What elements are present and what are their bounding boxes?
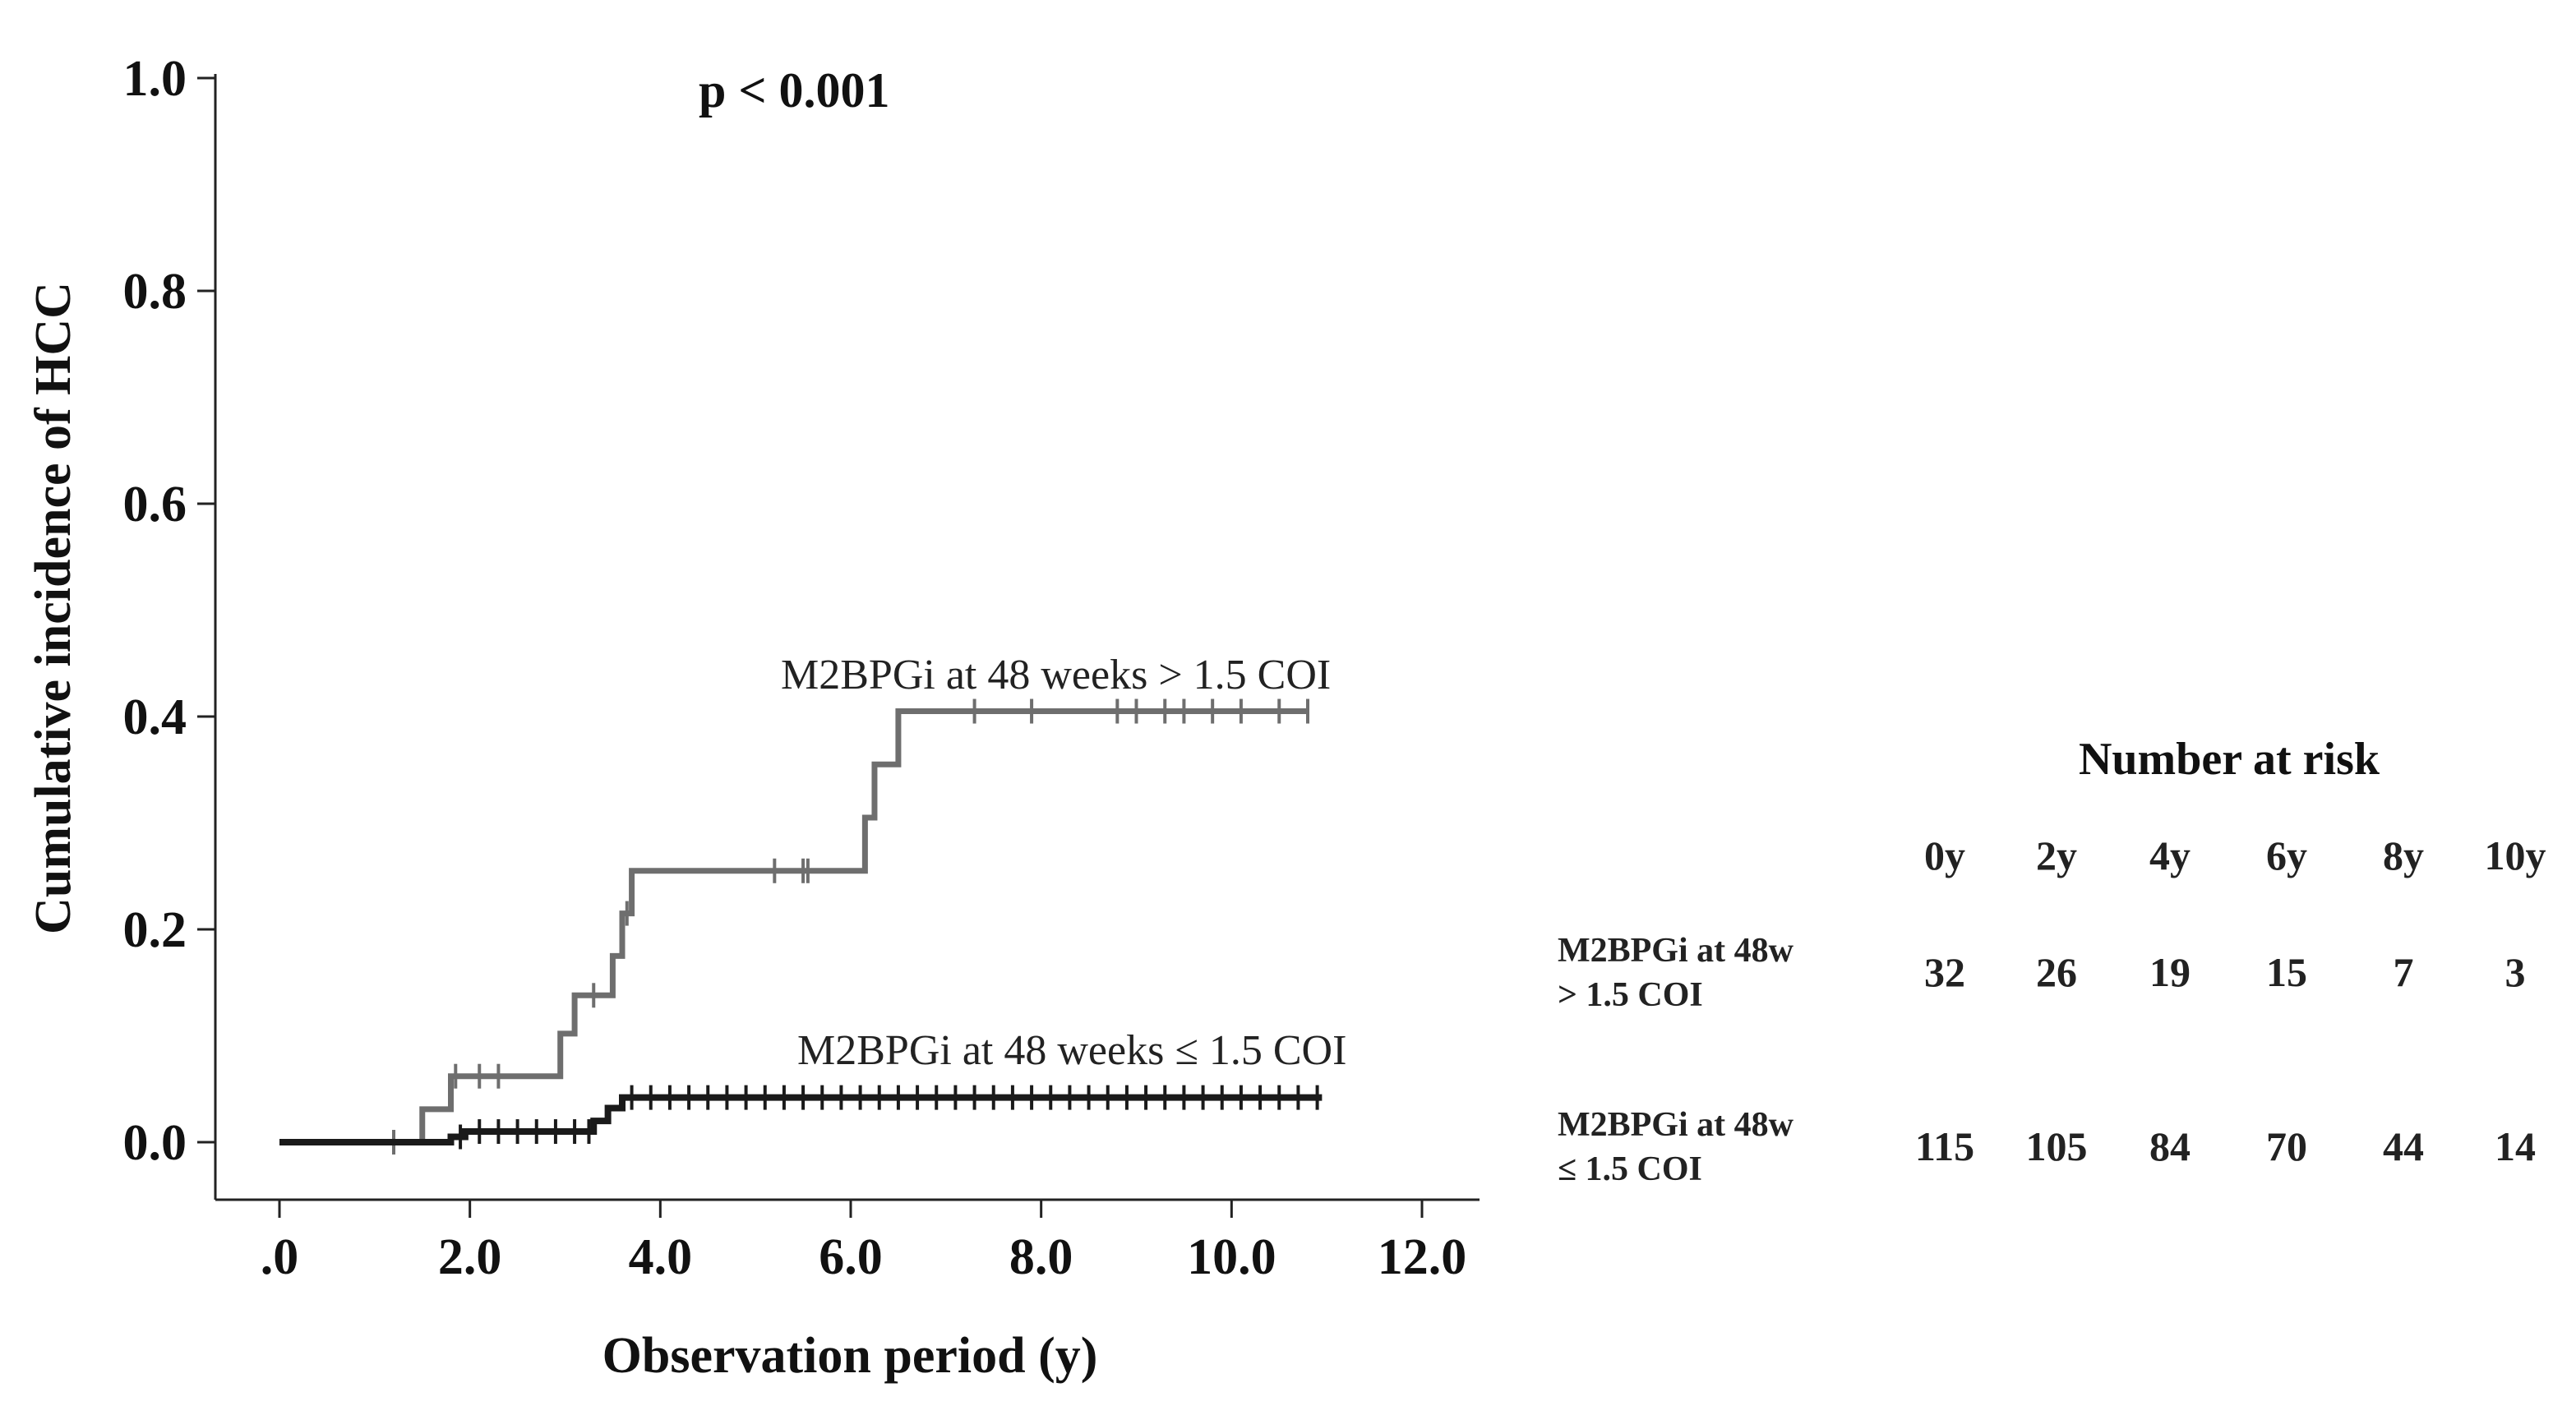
risk-time-label: 8y <box>2383 832 2424 878</box>
risk-table-title: Number at risk <box>2079 734 2380 785</box>
risk-value: 19 <box>2149 949 2191 995</box>
risk-value: 115 <box>1915 1123 1974 1169</box>
risk-value: 15 <box>2266 949 2307 995</box>
x-tick-label: 8.0 <box>1009 1229 1073 1285</box>
x-tick-label: 10.0 <box>1187 1229 1276 1285</box>
risk-row-2-label-line2: ≤ 1.5 COI <box>1558 1150 1702 1188</box>
series-label-high: M2BPGi at 48 weeks > 1.5 COI <box>781 652 1331 698</box>
risk-value: 26 <box>2036 949 2077 995</box>
km-curve-series-1 <box>279 708 1308 1145</box>
km-curve-series-2 <box>279 1094 1323 1145</box>
x-tick-label: 12.0 <box>1378 1229 1467 1285</box>
y-tick-label: 0.2 <box>123 902 187 958</box>
p-value-annotation: p < 0.001 <box>699 63 890 118</box>
series-layer <box>279 698 1323 1155</box>
x-tick-label: .0 <box>261 1229 299 1285</box>
axes: 0.0 0.2 0.4 0.6 0.8 1.0 .0 2.0 4.0 6.0 8.0 10.0 12.0 <box>123 51 1480 1285</box>
risk-value: 70 <box>2266 1123 2307 1169</box>
y-tick-label: 0.6 <box>123 477 187 532</box>
x-tick-label: 6.0 <box>819 1229 883 1285</box>
x-tick-label: 4.0 <box>629 1229 693 1285</box>
risk-value: 3 <box>2505 949 2526 995</box>
y-axis-title: Cumulative incidence of HCC <box>25 282 81 934</box>
series-label-low: M2BPGi at 48 weeks ≤ 1.5 COI <box>797 1027 1346 1074</box>
risk-value: 105 <box>2026 1123 2088 1169</box>
number-at-risk-table: Number at risk M2BPGi at 48w > 1.5 COI M… <box>1558 734 2546 1188</box>
risk-time-label: 4y <box>2149 832 2191 878</box>
risk-row-2-label-line1: M2BPGi at 48w <box>1558 1106 1794 1144</box>
risk-time-label: 0y <box>1924 832 1965 878</box>
x-axis-title: Observation period (y) <box>602 1328 1098 1384</box>
y-tick-label: 0.0 <box>123 1115 187 1171</box>
risk-value: 84 <box>2149 1123 2191 1169</box>
risk-value: 7 <box>2394 949 2414 995</box>
x-tick-label: 2.0 <box>438 1229 502 1285</box>
y-tick-label: 0.8 <box>123 264 187 320</box>
risk-time-label: 2y <box>2036 832 2077 878</box>
y-tick-label: 1.0 <box>123 51 187 107</box>
y-tick-label: 0.4 <box>123 689 187 745</box>
risk-value: 32 <box>1924 949 1965 995</box>
risk-time-label: 6y <box>2266 832 2307 878</box>
risk-value: 14 <box>2495 1123 2536 1169</box>
risk-row-1-label-line2: > 1.5 COI <box>1558 976 1703 1014</box>
risk-value: 44 <box>2383 1123 2424 1169</box>
labels-layer: p < 0.001 M2BPGi at 48 weeks > 1.5 COI M… <box>25 63 1346 1384</box>
risk-row-1-label-line1: M2BPGi at 48w <box>1558 932 1794 970</box>
risk-time-label: 10y <box>2485 832 2546 878</box>
